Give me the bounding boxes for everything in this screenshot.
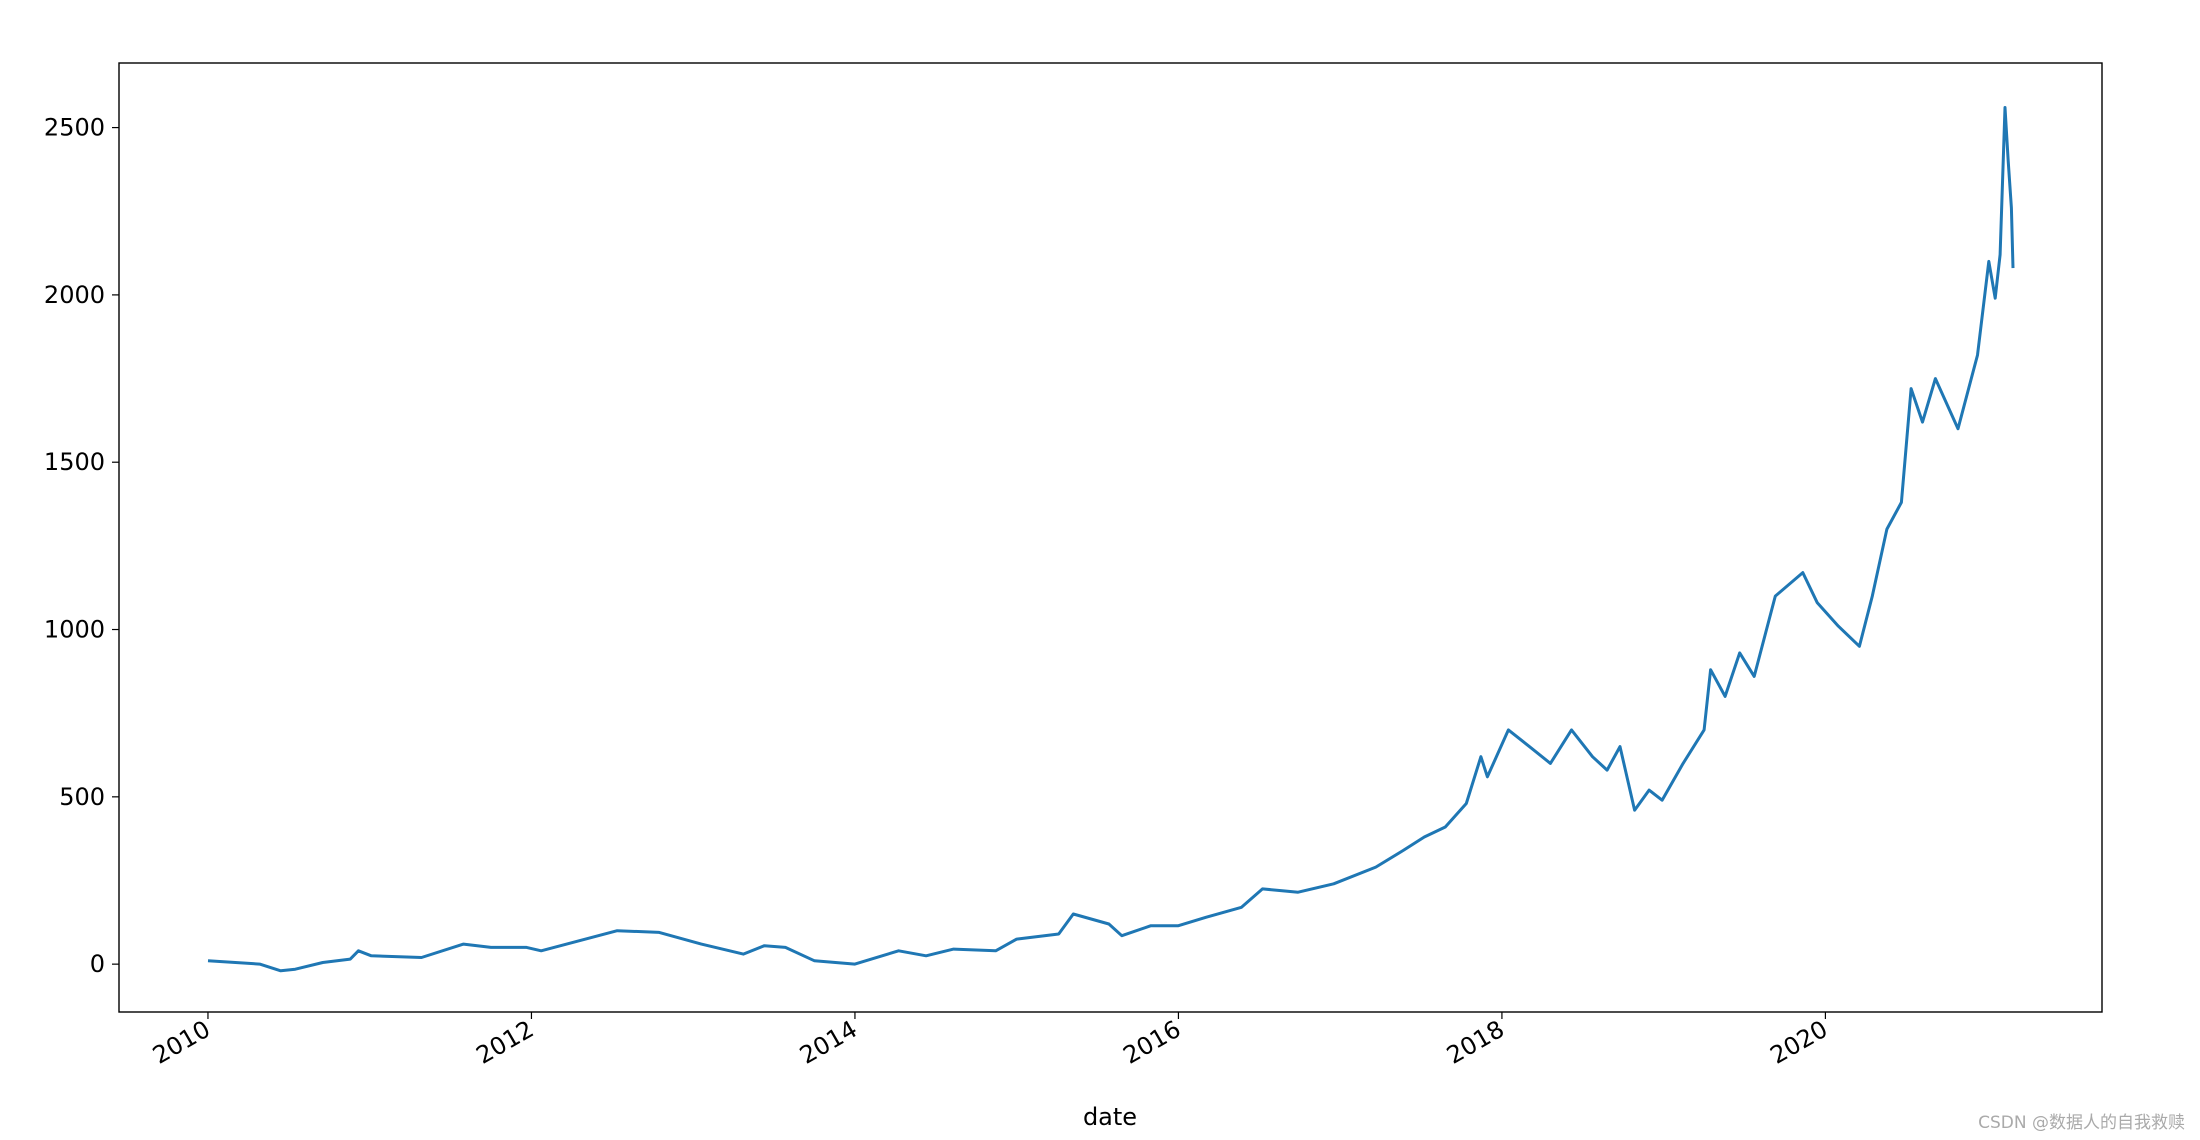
data-line — [207, 106, 2015, 973]
x-tick-label: 2012 — [472, 1015, 539, 1070]
y-tick-label: 1000 — [44, 616, 105, 644]
x-tick-label: 2020 — [1766, 1015, 1833, 1070]
x-tick-label: 2014 — [795, 1015, 862, 1070]
plot-frame — [118, 62, 2103, 1013]
y-tick-label: 0 — [90, 950, 105, 978]
y-tick-label: 2000 — [44, 281, 105, 309]
x-tick-label: 2018 — [1442, 1015, 1509, 1070]
y-tick-label: 500 — [59, 783, 105, 811]
y-tick-label: 2500 — [44, 114, 105, 142]
watermark: CSDN @数据人的自我救赎 — [1978, 1113, 2185, 1133]
y-tick-label: 1500 — [44, 448, 105, 476]
x-axis-label: date — [1083, 1103, 1137, 1131]
x-tick-label: 2010 — [148, 1015, 215, 1070]
x-tick-label: 2016 — [1119, 1015, 1186, 1070]
